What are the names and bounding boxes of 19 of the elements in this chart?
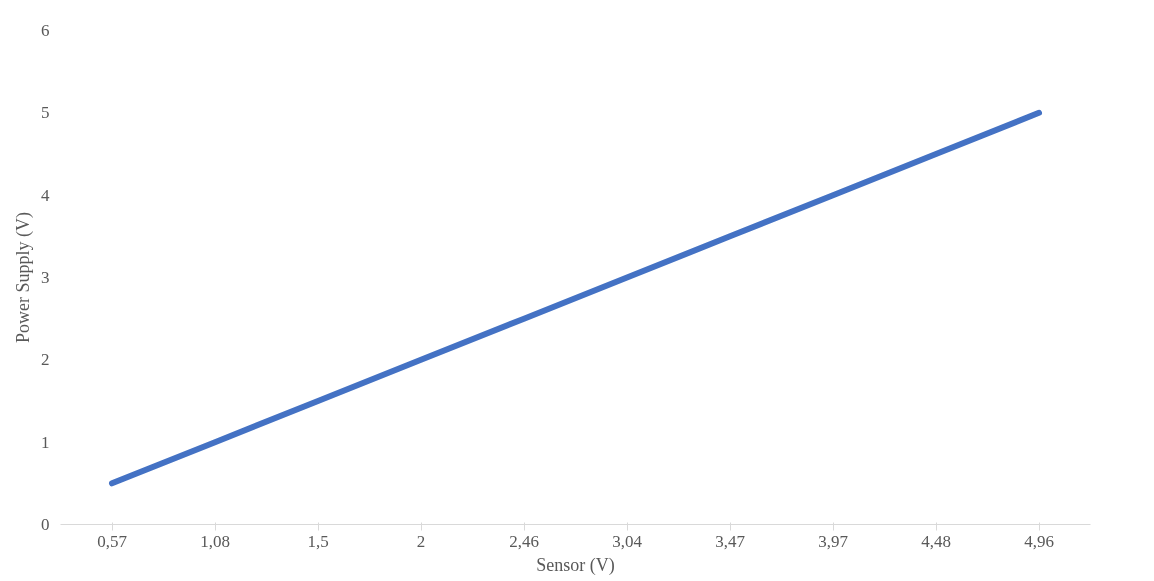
y-tick-label: 1 bbox=[41, 432, 50, 452]
x-tick-label: 4,96 bbox=[1024, 531, 1054, 551]
x-tick-label: 4,48 bbox=[921, 531, 951, 551]
x-tick-label: 1,5 bbox=[307, 531, 329, 551]
x-axis-title: Sensor (V) bbox=[536, 554, 615, 576]
x-tick-label: 2,46 bbox=[509, 531, 539, 551]
y-tick-label: 2 bbox=[41, 350, 50, 370]
x-tick-label: 2 bbox=[416, 531, 426, 551]
x-tick-label: 0,57 bbox=[97, 531, 128, 551]
x-tick-label: 3,04 bbox=[612, 531, 643, 551]
y-tick-label: 6 bbox=[41, 21, 50, 40]
y-axis-title: Power Supply (V) bbox=[13, 212, 34, 343]
y-tick-label: 5 bbox=[41, 103, 50, 123]
y-tick-label: 4 bbox=[41, 185, 50, 205]
x-tick-label: 3,47 bbox=[715, 531, 746, 551]
y-tick-label: 0 bbox=[41, 515, 50, 534]
x-tick-label: 1,08 bbox=[200, 531, 230, 551]
y-tick-label: 3 bbox=[41, 268, 50, 287]
x-tick-label: 3,97 bbox=[818, 531, 849, 551]
